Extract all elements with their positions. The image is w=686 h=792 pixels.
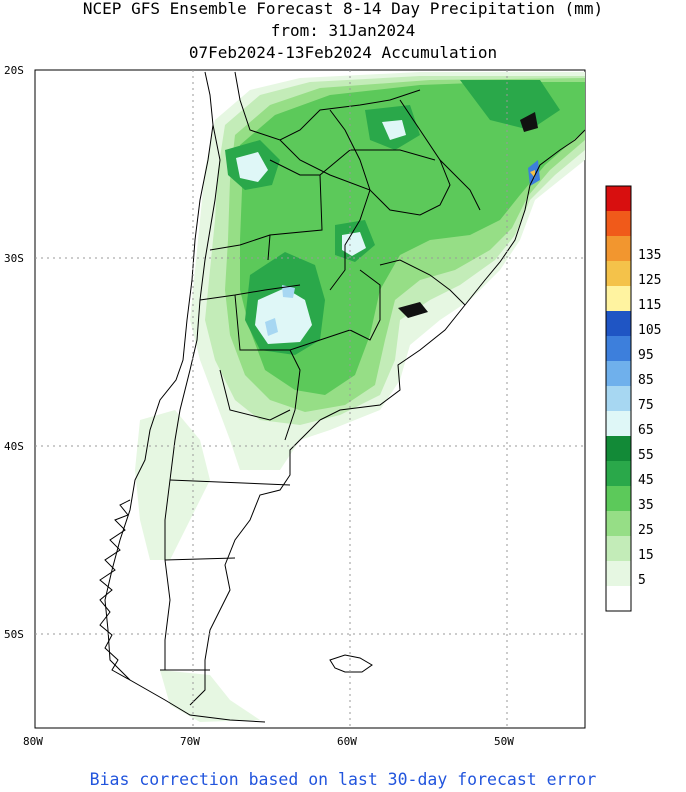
precip-35mm-area: [240, 82, 585, 395]
legend-label: 95: [638, 348, 654, 363]
precip-55mm-north: [236, 152, 268, 182]
legend-label: 125: [638, 273, 661, 288]
province-line-11: [329, 109, 371, 191]
province-line-6: [219, 369, 291, 421]
province-line-1: [267, 174, 323, 261]
precip-5mm-tierra-del-fuego: [160, 670, 260, 722]
legend-swatch: [606, 436, 631, 461]
lat-label-30S: 30S: [4, 252, 24, 265]
precip-5mm-patagonia: [135, 410, 210, 560]
bolivia-border: [234, 71, 421, 141]
legend-swatch: [606, 586, 631, 611]
legend-label: 45: [638, 473, 654, 488]
legend-label: 35: [638, 498, 654, 513]
brazil-state-line: [399, 99, 481, 211]
atlantic-coastline-north: [319, 129, 585, 421]
chile-argentina-border: [164, 124, 221, 670]
lagoa-mirim: [398, 302, 428, 318]
chilean-fjords: [99, 499, 131, 681]
uruguay-border: [379, 259, 466, 306]
province-line-3: [199, 284, 301, 301]
legend-swatch: [606, 286, 631, 311]
map-layers: [35, 70, 585, 728]
lake-marker: [520, 112, 538, 132]
legend-swatch: [606, 336, 631, 361]
legend-swatch: [606, 386, 631, 411]
precip-65mm-core-2: [265, 318, 278, 336]
legend-swatch: [606, 361, 631, 386]
legend-label: 135: [638, 248, 661, 263]
bias-correction-note: Bias correction based on last 30-day for…: [89, 770, 597, 789]
precip-65mm-core: [282, 285, 295, 298]
legend-swatch: [606, 536, 631, 561]
legend-label: 25: [638, 523, 654, 538]
legend-swatch: [606, 261, 631, 286]
legend-swatch: [606, 186, 631, 211]
lat-label-40S: 40S: [4, 440, 24, 453]
lon-label-50W: 50W: [494, 735, 514, 748]
lat-label-20S: 20S: [4, 64, 24, 77]
legend-swatch: [606, 211, 631, 236]
legend-swatch: [606, 236, 631, 261]
precip-shading: [135, 72, 585, 722]
atlantic-coastline-argentina: [189, 419, 321, 706]
accumulation-period: 07Feb2024-13Feb2024 Accumulation: [188, 43, 498, 62]
legend-label: 5: [638, 573, 646, 588]
precip-55mm-brazil: [382, 120, 406, 140]
legend-label: 15: [638, 548, 654, 563]
lat-label-50S: 50S: [4, 628, 24, 641]
legend-frame: [605, 185, 632, 612]
lon-label-80W: 80W: [23, 735, 43, 748]
lon-label-70W: 70W: [180, 735, 200, 748]
legend-swatch: [606, 411, 631, 436]
legend-label: 75: [638, 398, 654, 413]
coastlines-borders: [99, 71, 585, 723]
graticule: [35, 70, 585, 728]
color-legend: 5 15 25 35 45 55 65 75 85 95 105 115 125 135: [605, 185, 661, 612]
province-line-7: [169, 479, 291, 486]
province-line-2: [209, 234, 271, 251]
legend-label: 115: [638, 298, 661, 313]
falkland-islands: [329, 654, 373, 673]
legend-label: 105: [638, 323, 661, 338]
precip-55mm-mesopotamia: [342, 232, 366, 256]
uruguay-west-border: [349, 269, 381, 341]
legend-swatch: [606, 511, 631, 536]
legend-label: 85: [638, 373, 654, 388]
legend-swatch: [606, 486, 631, 511]
province-line-10: [269, 149, 436, 176]
legend-swatch: [606, 561, 631, 586]
lon-label-60W: 60W: [337, 735, 357, 748]
legend-swatch: [606, 461, 631, 486]
province-line-5: [284, 349, 301, 441]
legend-label: 55: [638, 448, 654, 463]
legend-swatch: [606, 311, 631, 336]
precip-115mm-coast: [530, 170, 535, 178]
forecast-issue-date: from: 31Jan2024: [270, 21, 416, 40]
legend-label: 65: [638, 423, 654, 438]
map-title: NCEP GFS Ensemble Forecast 8-14 Day Prec…: [82, 0, 604, 18]
province-line-8: [164, 557, 236, 561]
argentina-paraguay-border: [329, 189, 371, 291]
paraguay-border: [279, 139, 451, 216]
